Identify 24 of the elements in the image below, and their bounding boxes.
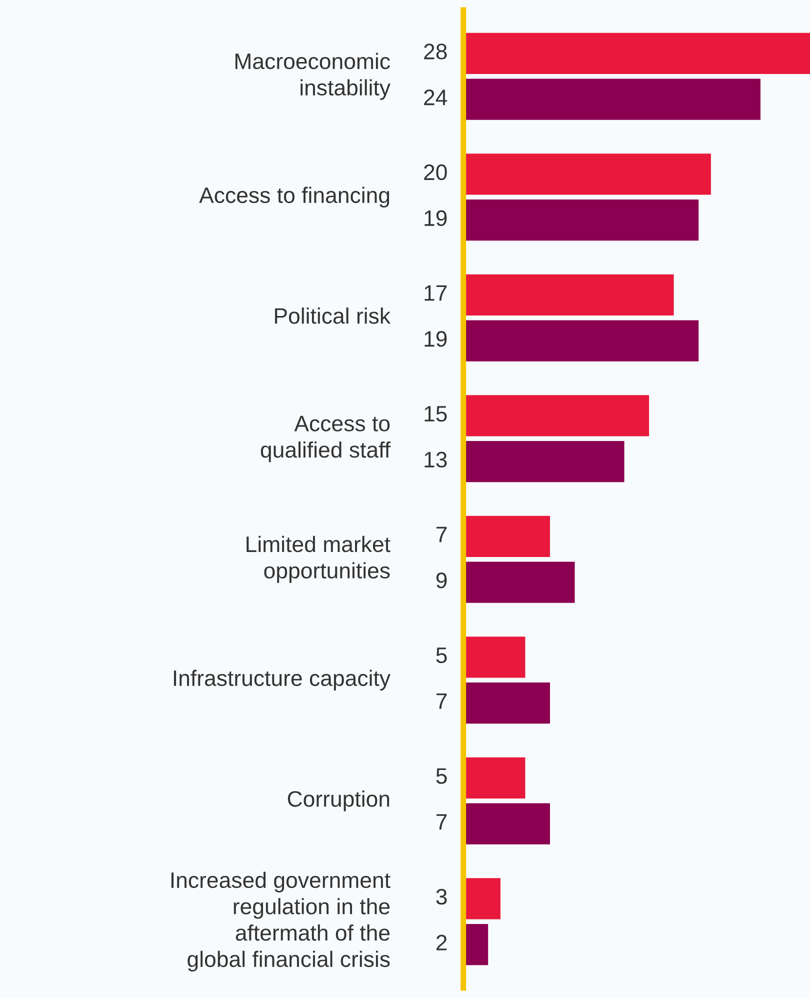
y-tick-label: Macroeconomic instability xyxy=(236,52,390,100)
data-label: 7 xyxy=(436,814,447,830)
y-tick-label: Increased government regulation in the aftermath of the global financial crisis xyxy=(171,872,390,972)
y-tick-label: Corruption xyxy=(288,790,390,812)
data-label: 9 xyxy=(436,572,447,588)
y-tick-label: Infrastructure capacity xyxy=(174,670,390,690)
y-tick-label: Access to qualified staff xyxy=(260,416,391,462)
data-label: 7 xyxy=(436,694,447,709)
data-label: 5 xyxy=(436,648,447,664)
data-label: 7 xyxy=(436,526,447,542)
data-label: 24 xyxy=(424,90,448,106)
data-label: 2 xyxy=(436,934,447,950)
y-tick-label: Limited market opportunities xyxy=(246,536,390,583)
data-label: 19 xyxy=(424,331,447,347)
data-label: 17 xyxy=(424,285,447,301)
data-label: 3 xyxy=(436,888,447,905)
data-label: 20 xyxy=(424,164,447,180)
data-label: 28 xyxy=(424,44,447,60)
data-label: 5 xyxy=(436,768,447,784)
data-label: 15 xyxy=(424,406,447,422)
data-label: 13 xyxy=(424,452,447,468)
data-label: 19 xyxy=(424,210,447,226)
y-tick-label: Political risk xyxy=(275,308,391,324)
y-tick-label: Access to financing xyxy=(199,186,390,208)
